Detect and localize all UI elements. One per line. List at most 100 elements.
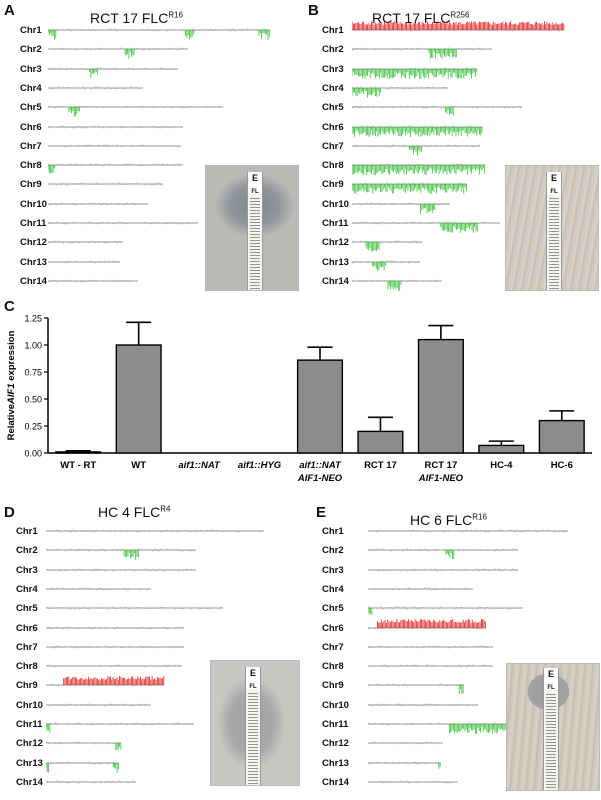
copy-loss-segment <box>365 242 380 252</box>
chromosome-track <box>368 568 518 572</box>
panel-b-title-sup: R256 <box>450 10 470 20</box>
chromosome-label: Chr12 <box>322 738 349 750</box>
chromosome-row: Chr3 <box>20 64 182 78</box>
chromosome-row: Chr12 <box>322 237 426 252</box>
chromosome-label: Chr3 <box>322 63 344 75</box>
chromosome-row: Chr9 <box>322 680 468 695</box>
chromosome-track <box>48 86 143 90</box>
panel-d-title-main: HC 4 FLC <box>98 504 161 520</box>
bar <box>538 419 585 454</box>
chromosome-label: Chr2 <box>20 44 42 56</box>
chromosome-row: Chr3 <box>322 63 481 79</box>
chromosome-track <box>368 587 473 591</box>
chromosome-label: Chr4 <box>16 583 38 595</box>
chromosome-label: Chr10 <box>322 198 349 210</box>
y-label-gene: AIF1 <box>6 383 17 405</box>
chromosome-row: Chr12 <box>16 738 125 752</box>
chromosome-track <box>352 144 480 156</box>
chromosome-label: Chr7 <box>322 140 344 152</box>
chromosome-row: Chr12 <box>322 738 447 752</box>
chromosome-row: Chr8 <box>16 661 186 675</box>
chromosome-track <box>352 67 478 79</box>
chromosome-track <box>352 47 492 59</box>
chromosome-row: Chr14 <box>322 777 462 791</box>
chromosome-row: Chr9 <box>16 676 168 694</box>
copy-number-noise <box>352 105 522 109</box>
chromosome-track <box>352 86 448 98</box>
copy-number-noise <box>46 645 184 649</box>
copy-loss-segment <box>445 550 455 560</box>
strip-logo: E <box>249 668 256 678</box>
chromosome-label: Chr9 <box>20 179 42 191</box>
panel-d-title: HC 4 FLCR4 <box>98 504 170 520</box>
chromosome-track <box>46 761 119 773</box>
chromosome-label: Chr10 <box>16 699 43 711</box>
panel-e-karyotype: Chr1 Chr2 Chr3 Chr4 Chr5 Chr6 Chr7 Chr8 Chr9 Chr1… <box>300 494 601 800</box>
copy-number-noise <box>352 47 492 51</box>
chromosome-track <box>48 221 198 225</box>
chromosome-row: Chr3 <box>322 565 522 579</box>
panel-a-title-sup: R16 <box>168 10 184 20</box>
y-tick-label: 1.00 <box>24 341 42 351</box>
chromosome-label: Chr9 <box>322 179 344 191</box>
chromosome-track <box>352 124 483 137</box>
chromosome-track <box>368 606 523 616</box>
y-tick-label: 0.00 <box>24 449 42 459</box>
copy-loss-segment <box>352 68 478 79</box>
copy-loss-segment <box>372 261 386 271</box>
x-category-label: RCT 17 <box>364 460 397 471</box>
chromosome-row: Chr14 <box>16 777 140 791</box>
chromosome-track <box>48 144 181 148</box>
copy-loss-segment <box>48 165 55 174</box>
copy-number-noise <box>48 182 162 186</box>
chromosome-label: Chr6 <box>322 121 344 133</box>
chromosome-row: Chr8 <box>322 160 489 176</box>
chromosome-label: Chr1 <box>16 526 38 537</box>
copy-number-noise <box>46 548 196 552</box>
chromosome-row: Chr11 <box>20 218 202 232</box>
bar <box>357 430 404 454</box>
chromosome-label: Chr9 <box>16 680 38 692</box>
x-category-label: HC-4 <box>490 460 513 471</box>
chromosome-track <box>46 625 184 630</box>
chromosome-row: Chr5 <box>20 102 227 117</box>
panel-b-karyotype: Chr1 Chr2 Chr3 Chr4 Chr5 Chr6 Chr7 Chr8 Chr9 Chr1… <box>300 0 601 300</box>
chromosome-row: Chr2 <box>20 44 192 60</box>
copy-loss-segment <box>352 184 467 195</box>
chromosome-label: Chr11 <box>16 719 43 730</box>
chromosome-row: Chr7 <box>322 140 484 156</box>
copy-loss-segment <box>115 743 122 751</box>
copy-loss-segment <box>440 223 478 233</box>
y-tick-label: 1.25 <box>24 314 42 324</box>
chromosome-label: Chr14 <box>322 275 349 287</box>
copy-number-noise <box>46 741 120 745</box>
chromosome-track <box>368 548 518 560</box>
chromosome-row: Chr5 <box>16 603 227 617</box>
panel-e-etest-strip: E FL <box>543 668 559 790</box>
chromosome-label: Chr6 <box>16 622 38 634</box>
chromosome-label: Chr5 <box>322 102 344 114</box>
panel-a-letter: A <box>4 2 15 19</box>
chromosome-row: Chr11 <box>16 719 198 733</box>
chromosome-label: Chr8 <box>322 661 344 673</box>
chromosome-row: Chr4 <box>322 584 477 598</box>
copy-number-noise <box>46 529 264 533</box>
chromosome-label: Chr6 <box>322 622 344 634</box>
chromosome-row: Chr2 <box>322 545 522 560</box>
x-category-label: WT <box>131 460 146 471</box>
strip-scale <box>248 693 258 785</box>
panel-e-title-main: HC 6 FLC <box>410 512 473 528</box>
copy-number-noise <box>352 279 442 283</box>
strip-label: FL <box>251 189 259 195</box>
copy-number-noise <box>368 703 478 707</box>
chromosome-row: Chr2 <box>16 545 200 561</box>
chromosome-label: Chr11 <box>322 218 349 229</box>
chromosome-row: Chr6 <box>20 122 187 136</box>
copy-number-noise <box>368 741 442 745</box>
x-category-label: HC-6 <box>551 460 573 471</box>
copy-loss-segment <box>438 762 441 769</box>
copy-number-noise <box>352 240 422 244</box>
chromosome-row: Chr9 <box>20 179 167 193</box>
chromosome-row: Chr1 <box>20 25 274 40</box>
chromosome-track <box>48 47 188 60</box>
